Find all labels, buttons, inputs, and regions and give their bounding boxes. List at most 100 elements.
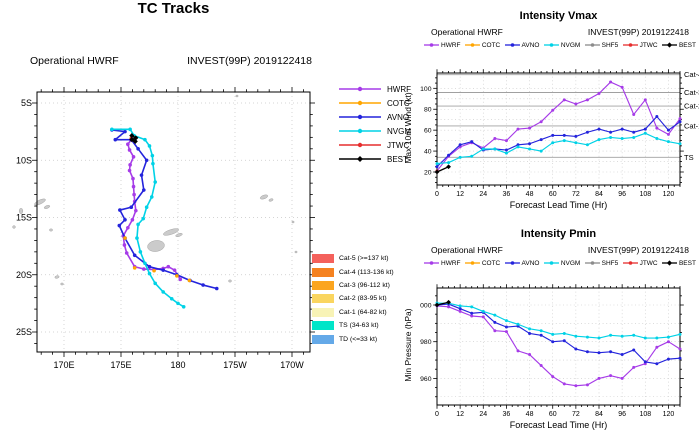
x-tick-label: 84 [595, 411, 603, 418]
series-avno-point [504, 148, 508, 152]
map-x-tick-label: 180 [170, 360, 185, 370]
map-track-legend: HWRF COTC AVNO NVGM JTWC BEST [337, 82, 411, 166]
y-tick-label: 960 [420, 376, 432, 383]
track-nvgm-point [153, 281, 157, 286]
island [175, 233, 183, 237]
legend-marker [628, 43, 632, 47]
series-avno-point [435, 165, 439, 169]
pmin-y-axis-label: Min Pressure (hPa) [403, 308, 413, 382]
track-nvgm-point [151, 161, 155, 166]
pmin-legend: HWRF COTC AVNO NVGM SHF5 JTWC BEST [424, 259, 696, 267]
track-best-point [133, 135, 139, 141]
track-hwrf-point [131, 155, 136, 159]
category-line-label: TS [684, 153, 694, 162]
legend-marker [510, 261, 514, 265]
map-x-tick-label: 175W [223, 360, 247, 370]
vmax-legend: HWRF COTC AVNO NVGM SHF5 JTWC BEST [424, 41, 696, 49]
series-nvgm-line [436, 132, 681, 165]
track-avno-point [117, 223, 122, 228]
map-legend-label: AVNO [387, 112, 410, 122]
vmax-subtitle-left: Operational HWRF [431, 27, 503, 37]
track-nvgm-point [147, 271, 152, 276]
series-avno-point [562, 339, 566, 343]
series-avno-point [678, 120, 682, 124]
series-avno-point [597, 351, 601, 355]
map-legend-line-nvgm [339, 128, 381, 134]
legend-label: JTWC [639, 41, 658, 49]
category-legend-item: Cat-5 (>=137 kt) [312, 252, 394, 265]
map-legend-line-avno [339, 114, 381, 120]
legend-item-cotc: COTC [464, 259, 500, 267]
series-nvgm-point [632, 333, 636, 337]
series-nvgm-point [585, 143, 589, 147]
category-line-label: Cat-4 [684, 70, 699, 79]
series-avno-point [458, 143, 462, 147]
category-label: Cat-5 (>=137 kt) [339, 255, 389, 263]
island [259, 194, 269, 200]
legend-label: HWRF [441, 41, 461, 49]
category-line-label: Cat-2 [684, 102, 699, 111]
series-nvgm-point [470, 305, 474, 309]
legend-line-nvgm [543, 261, 559, 265]
category-line-label: Cat-1 [684, 121, 699, 130]
x-tick-label: 48 [526, 411, 534, 418]
series-avno-point [458, 307, 462, 311]
map-legend-item-avno: AVNO [337, 110, 411, 124]
x-tick-label: 48 [526, 191, 534, 198]
series-nvgm-point [609, 135, 613, 139]
series-nvgm-point [666, 140, 670, 144]
map-legend-label: JTWC [387, 140, 410, 150]
series-hwrf-point [655, 345, 659, 349]
series-avno-point [551, 133, 555, 137]
series-nvgm-point [504, 319, 508, 323]
category-swatch [312, 254, 334, 264]
legend-item-shf5: SHF5 [584, 259, 618, 267]
track-avno-point [118, 208, 122, 212]
legend-item-jtwc: JTWC [622, 41, 658, 49]
track-avno-point [142, 188, 146, 192]
series-avno-point [666, 357, 670, 361]
legend-label: AVNO [521, 259, 540, 267]
series-hwrf-point [551, 375, 555, 379]
legend-marker [549, 261, 554, 265]
track-hwrf-point [127, 168, 132, 173]
island [19, 207, 24, 214]
track-nvgm-point [169, 296, 174, 301]
series-avno-point [655, 115, 659, 119]
intensity-vmax-chart: Cat-4 Cat-3 Cat-2 Cat-1 TS 0 12 24 36 48 60 72 84 96 1… [420, 69, 699, 198]
series-hwrf-point [528, 353, 532, 357]
category-swatch [312, 294, 334, 304]
island [235, 94, 239, 98]
series-best-point [434, 169, 440, 175]
series-nvgm-point [597, 138, 601, 142]
legend-item-shf5: SHF5 [584, 41, 618, 49]
series-hwrf-line [436, 305, 681, 387]
pmin-subtitle-right: INVEST(99P) 2019122418 [587, 245, 689, 255]
series-avno-point [609, 350, 613, 354]
series-nvgm-point [458, 155, 462, 159]
series-avno-point [574, 134, 578, 138]
legend-label: NVGM [560, 41, 581, 49]
x-tick-label: 108 [639, 411, 651, 418]
y-tick-label: 60 [424, 128, 432, 135]
x-tick-label: 36 [503, 411, 511, 418]
x-tick-label: 120 [663, 411, 675, 418]
category-label: Cat-3 (96-112 kt) [339, 281, 390, 289]
series-hwrf-point [678, 117, 682, 121]
category-swatch [312, 280, 334, 290]
series-hwrf-point [620, 85, 624, 89]
series-hwrf-point [632, 112, 636, 116]
series-avno-point [562, 133, 566, 137]
track-nvgm-point [161, 290, 165, 294]
series-nvgm-point [609, 333, 613, 337]
legend-line-best [661, 42, 677, 48]
series-avno-point [470, 140, 474, 144]
map-legend-label: HWRF [387, 84, 411, 94]
map-legend-line-jtwc [339, 142, 381, 148]
pmin-x-axis-label: Forecast Lead Time (Hr) [509, 420, 608, 430]
track-avno-point [139, 173, 144, 177]
category-label: Cat-4 (113-136 kt) [339, 268, 394, 276]
x-tick-label: 84 [595, 191, 603, 198]
series-nvgm-point [493, 313, 497, 317]
y-tick-label: 1000 [420, 303, 432, 310]
